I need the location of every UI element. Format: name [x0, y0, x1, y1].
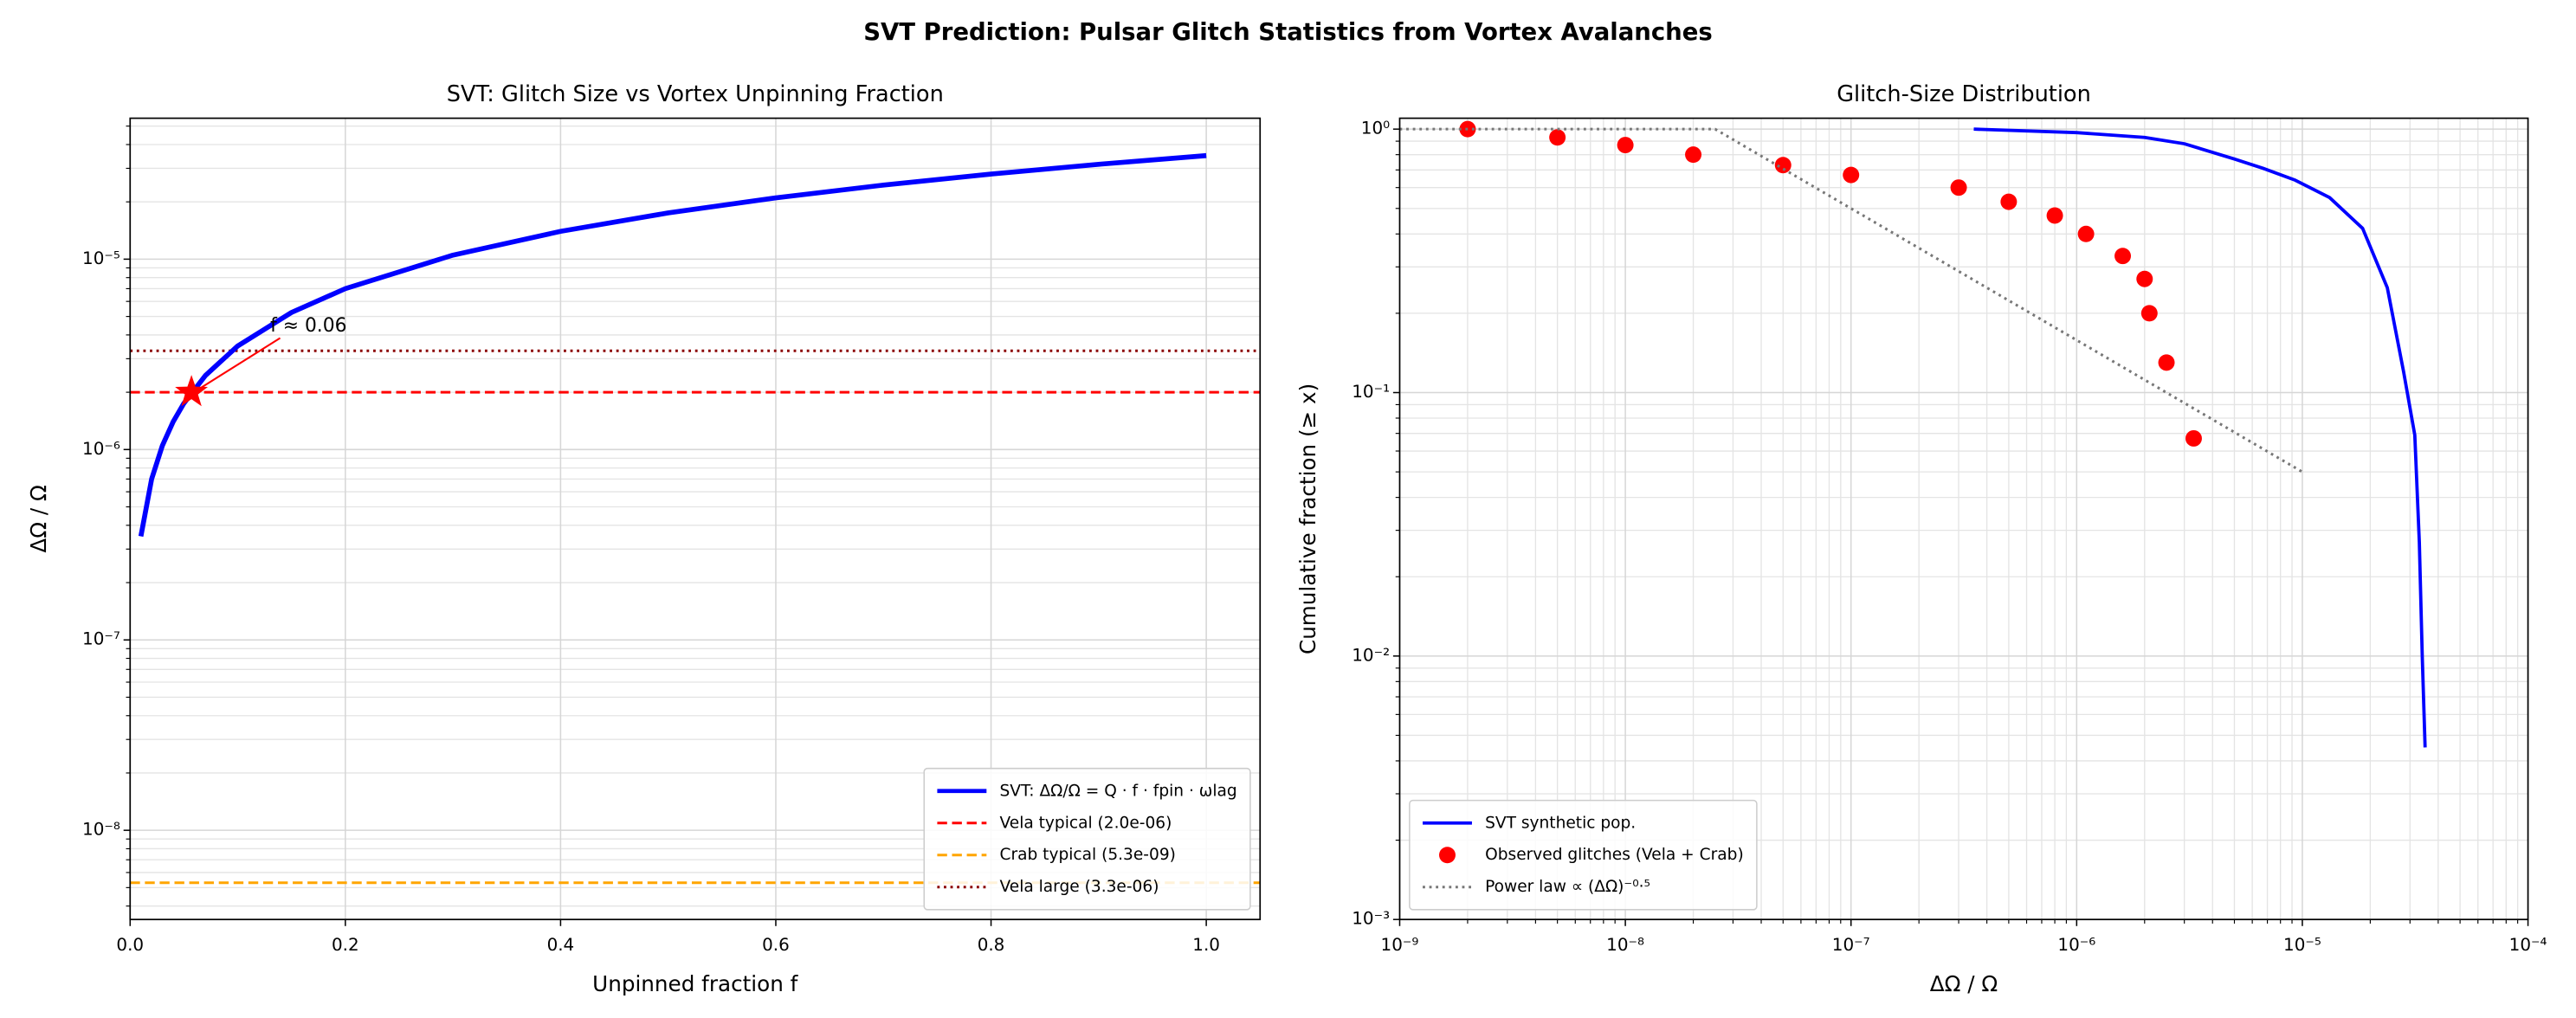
data-point: [2185, 429, 2202, 447]
x-tick-label: 10⁻⁴: [2509, 935, 2547, 955]
data-point: [1774, 157, 1792, 174]
data-point: [1617, 137, 1634, 154]
legend: SVT synthetic pop. Observed glitches (Vel…: [1409, 799, 1758, 911]
x-tick-label: 10⁻⁶: [2057, 935, 2095, 955]
highlight-star: [175, 375, 209, 407]
y-tick-label: 10⁻⁵: [82, 248, 120, 268]
legend-label: Power law ∝ (ΔΩ)⁻⁰·⁵: [1485, 878, 1650, 896]
data-point: [1685, 146, 1702, 164]
x-tick-label: 10⁻⁷: [1832, 935, 1870, 955]
legend-marker: [1439, 847, 1456, 864]
x-tick-label: 1.0: [1192, 935, 1220, 955]
x-tick-label: 0.4: [547, 935, 575, 955]
legend-label: SVT: ΔΩ/Ω = Q · f · fpin · ωlag: [999, 782, 1236, 800]
data-point: [1950, 179, 1967, 197]
axes-frame: [129, 117, 1262, 921]
y-tick-label: 10⁻²: [1352, 645, 1390, 665]
x-tick-label: 10⁻⁸: [1606, 935, 1644, 955]
plot-area: [1399, 118, 2528, 920]
data-point: [2077, 225, 2095, 242]
x-tick-label: 0.0: [116, 935, 144, 955]
x-axis-label: Unpinned fraction f: [592, 971, 798, 996]
data-point: [2140, 305, 2158, 322]
series-line: [1973, 127, 2427, 748]
axes-frame: [1398, 117, 2529, 921]
data-point: [2046, 207, 2063, 224]
y-tick-label: 10⁻³: [1352, 909, 1390, 929]
x-tick-label: 0.2: [332, 935, 359, 955]
data-point: [1549, 129, 1566, 146]
data-point: [2000, 193, 2018, 210]
legend-label: Crab typical (5.3e-09): [999, 846, 1175, 864]
legend-label: SVT synthetic pop.: [1485, 814, 1636, 832]
figure-title: SVT Prediction: Pulsar Glitch Statistics…: [863, 18, 1713, 46]
series-line: [1399, 127, 2303, 474]
y-axis-label: ΔΩ / Ω: [26, 485, 51, 552]
chart-title: Glitch-Size Distribution: [1837, 81, 2091, 107]
legend-box: [1409, 799, 1758, 911]
x-tick-label: 0.6: [762, 935, 790, 955]
legend-box: [923, 767, 1251, 911]
y-axis-label: Cumulative fraction (≥ x): [1295, 383, 1320, 654]
y-tick-label: 10⁻¹: [1352, 382, 1390, 402]
y-tick-label: 10⁰: [1361, 119, 1390, 139]
x-axis-label: ΔΩ / Ω: [1930, 971, 1998, 996]
annotation-arrow: [196, 337, 281, 392]
x-tick-label: 10⁻⁵: [2283, 935, 2321, 955]
x-tick-label: 0.8: [978, 935, 1005, 955]
legend: SVT: ΔΩ/Ω = Q · f · fpin · ωlag Vela typi…: [923, 767, 1251, 911]
data-point: [2136, 270, 2153, 287]
plot-area: [130, 118, 1261, 920]
y-tick-label: 10⁻⁶: [82, 439, 120, 459]
y-tick-label: 10⁻⁸: [82, 820, 120, 840]
data-point: [1843, 166, 1860, 184]
data-point: [2114, 248, 2132, 265]
y-tick-label: 10⁻⁷: [82, 629, 120, 649]
series-line: [138, 152, 1207, 538]
legend-label: Observed glitches (Vela + Crab): [1485, 846, 1744, 864]
data-point: [2158, 354, 2175, 371]
chart-title: SVT: Glitch Size vs Vortex Unpinning Fra…: [447, 81, 944, 107]
x-tick-label: 10⁻⁹: [1381, 935, 1419, 955]
legend-label: Vela large (3.3e-06): [999, 878, 1159, 896]
legend-label: Vela typical (2.0e-06): [999, 814, 1172, 832]
annotation-text: f ≈ 0.06: [270, 315, 346, 337]
